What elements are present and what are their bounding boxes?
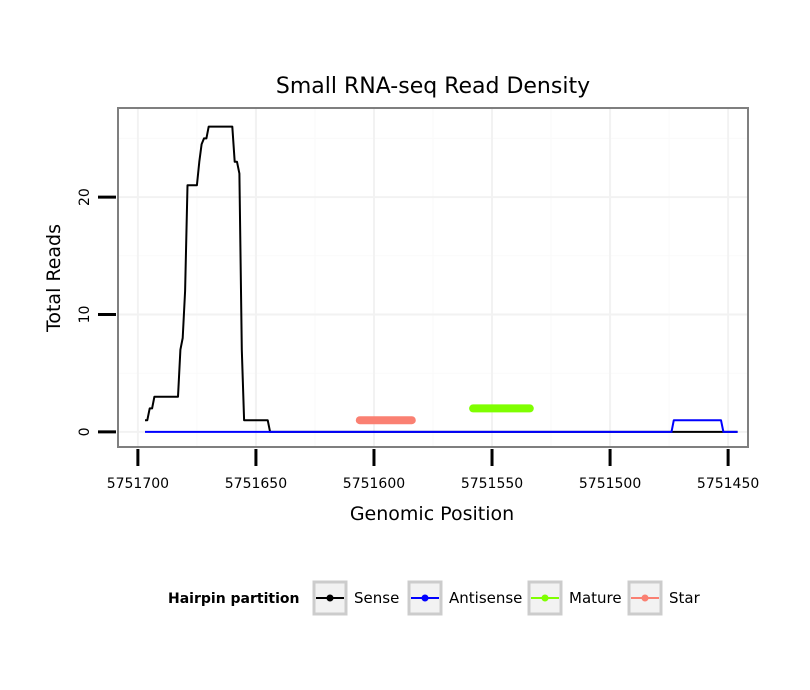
legend-key-dot: [326, 594, 334, 602]
legend-label-antisense: Antisense: [449, 589, 522, 607]
series-line-antisense: [145, 419, 738, 433]
x-tick-label: 5751650: [225, 476, 287, 492]
y-axis-title: Total Reads: [43, 224, 65, 333]
y-axis: 0 10 20: [77, 188, 116, 436]
legend-label-sense: Sense: [354, 589, 399, 607]
y-tick-label: 20: [77, 188, 93, 206]
series-group: [145, 125, 738, 433]
series-line-sense: [145, 125, 738, 433]
legend-key-dot: [421, 594, 429, 602]
legend-label-mature: Mature: [569, 589, 622, 607]
y-tick-label: 0: [77, 427, 93, 436]
legend-key-dot: [541, 594, 549, 602]
legend: Hairpin partition Sense Antisense Mature St…: [168, 580, 701, 616]
x-axis-title: Genomic Position: [350, 503, 514, 525]
legend-key-dot: [641, 594, 649, 602]
x-tick-label: 5751600: [343, 476, 405, 492]
chart-title: Small RNA-seq Read Density: [276, 74, 590, 99]
x-tick-label: 5751550: [461, 476, 523, 492]
x-tick-label: 5751450: [697, 476, 759, 492]
y-tick-label: 10: [77, 306, 93, 324]
x-axis: 5751700 5751650 5751600 5751550 5751500 57514…: [107, 449, 759, 492]
x-tick-label: 5751700: [107, 476, 169, 492]
legend-title: Hairpin partition: [168, 591, 299, 607]
x-tick-label: 5751500: [579, 476, 641, 492]
grid: [119, 109, 747, 446]
legend-label-star: Star: [669, 589, 701, 607]
